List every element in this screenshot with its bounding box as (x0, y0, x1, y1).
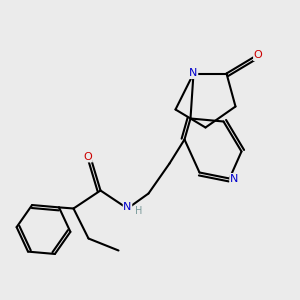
Text: H: H (135, 206, 142, 216)
Text: N: N (230, 173, 238, 184)
Text: O: O (254, 50, 262, 61)
Text: O: O (83, 152, 92, 162)
Text: N: N (123, 202, 132, 212)
Text: N: N (189, 68, 198, 79)
